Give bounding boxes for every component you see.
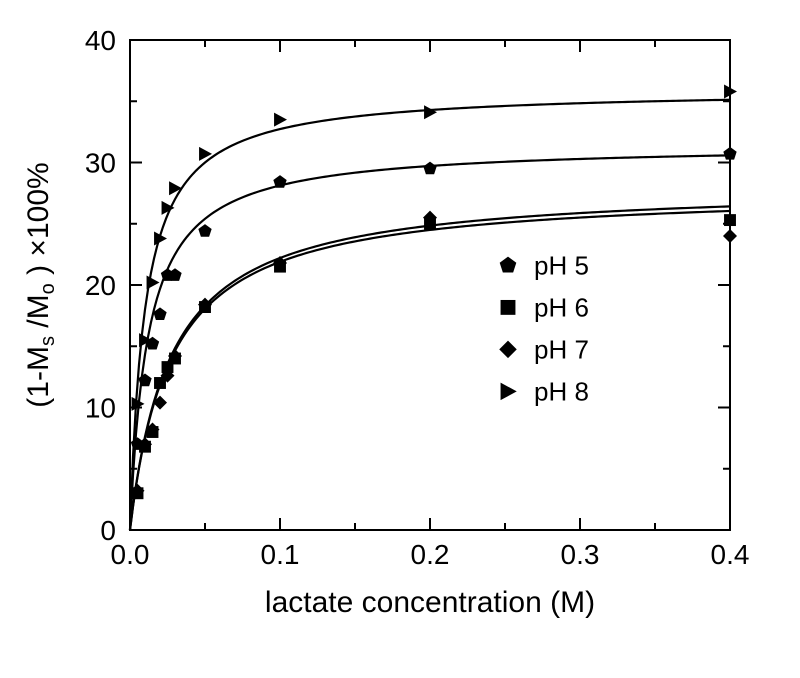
legend-marker-icon	[501, 300, 516, 315]
data-point	[423, 162, 436, 175]
data-point	[424, 105, 437, 119]
y-tick-label: 0	[100, 515, 116, 546]
legend-marker-icon	[500, 257, 517, 273]
chart-svg: 0.0 0.1 0.2 0.3 0.4 0 10 20 30 40 lactate concentr…	[0, 0, 800, 678]
legend-label: pH 6	[534, 292, 589, 322]
data-point	[273, 175, 286, 188]
legend-label: pH 7	[534, 334, 589, 364]
data-point	[169, 181, 182, 195]
chart-container: 0.0 0.1 0.2 0.3 0.4 0 10 20 30 40 lactate concentr…	[0, 0, 800, 678]
x-axis-label: lactate concentration (M)	[265, 586, 595, 619]
x-tick-label: 0.4	[711, 539, 750, 570]
y-tick-label: 40	[85, 25, 116, 56]
data-point	[723, 147, 736, 160]
data-point	[138, 374, 151, 387]
y-tick-label: 30	[85, 148, 116, 179]
data-point	[274, 113, 287, 127]
data-point	[723, 229, 737, 243]
y-tick-label: 20	[85, 270, 116, 301]
fit-curve	[130, 206, 730, 530]
svg-text:(1-Ms /Mo ) ×100%: (1-Ms /Mo ) ×100%	[22, 162, 59, 407]
y-axis-label: (1-Ms /Mo ) ×100%	[22, 162, 59, 407]
legend-label: pH 8	[534, 376, 589, 406]
data-point	[724, 214, 736, 226]
legend-marker-icon	[501, 383, 517, 401]
legend-marker-icon	[499, 341, 517, 359]
data-point	[147, 276, 160, 290]
fit-curve	[130, 211, 730, 530]
x-tick-label: 0.1	[261, 539, 300, 570]
legend-label: pH 5	[534, 250, 589, 280]
x-tick-label: 0.0	[111, 539, 150, 570]
data-point	[168, 268, 181, 281]
data-point	[198, 224, 211, 237]
data-point	[153, 307, 166, 320]
x-tick-label: 0.2	[411, 539, 450, 570]
x-tick-label: 0.3	[561, 539, 600, 570]
y-tick-label: 10	[85, 393, 116, 424]
